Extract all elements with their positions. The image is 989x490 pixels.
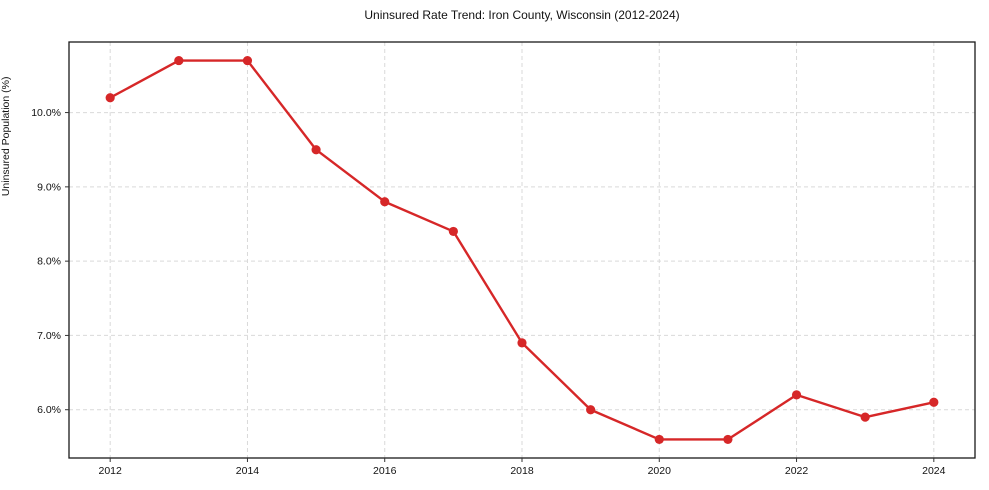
data-point (860, 412, 870, 422)
data-point (654, 434, 664, 445)
y-tick-label: 10.0% (31, 107, 61, 119)
trend-line (108, 59, 936, 441)
y-tick-label: 7.0% (37, 330, 61, 342)
data-point (311, 145, 321, 155)
data-point (174, 55, 184, 66)
data-point (791, 390, 802, 400)
y-tick-label: 8.0% (37, 256, 61, 268)
x-tick-label: 2016 (373, 465, 397, 477)
data-point (929, 397, 939, 407)
data-point (448, 226, 458, 237)
chart-title: Uninsured Rate Trend: Iron County, Wisco… (364, 8, 680, 22)
x-tick-label: 2024 (922, 465, 946, 477)
data-point (586, 405, 596, 415)
data-point (242, 55, 253, 66)
data-point (105, 93, 115, 103)
y-tick-label: 9.0% (37, 181, 61, 193)
x-tick-label: 2014 (236, 465, 260, 477)
x-tick-label: 2020 (648, 465, 672, 477)
data-point (380, 197, 390, 207)
x-tick-label: 2012 (99, 465, 123, 477)
data-point (723, 434, 733, 445)
data-point (517, 338, 527, 348)
x-tick-label: 2018 (510, 465, 534, 477)
y-tick-label: 6.0% (37, 404, 61, 416)
x-tick-label: 2022 (785, 465, 809, 477)
